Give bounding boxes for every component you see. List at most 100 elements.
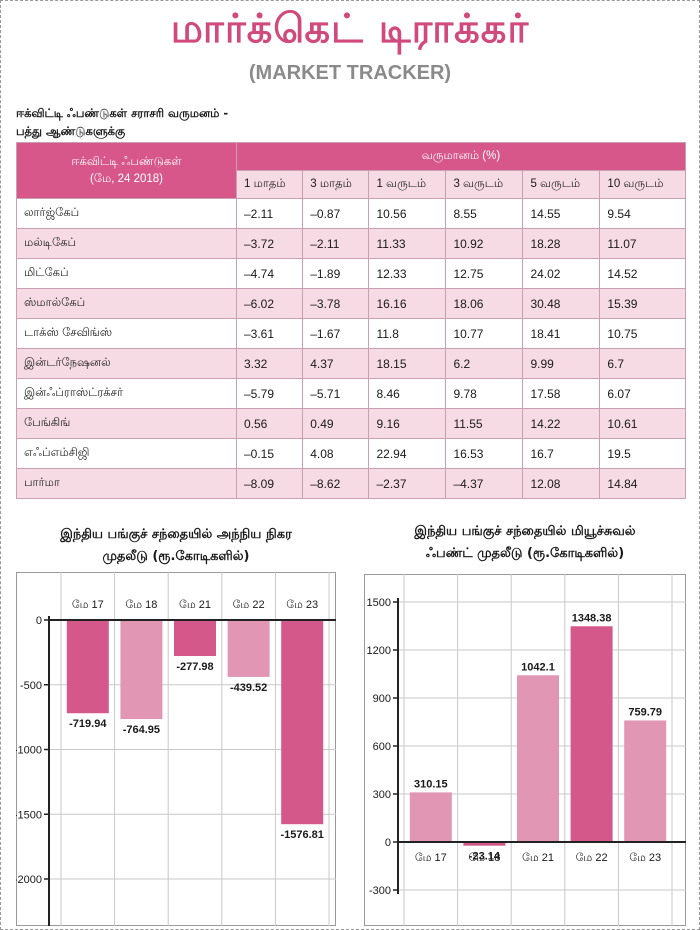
return-value-cell: –8.62: [302, 468, 370, 499]
category-label: மே 21: [179, 599, 211, 611]
return-value-cell: 6.07: [599, 378, 686, 409]
return-value-cell: 22.94: [368, 438, 447, 469]
y-tick-label: 0: [36, 615, 42, 627]
bar: [66, 620, 109, 714]
fund-name-cell: டாக்ஸ் சேவிங்ஸ்: [16, 318, 237, 349]
return-value-cell: 9.78: [445, 378, 524, 409]
return-value-cell: 12.08: [522, 468, 601, 499]
category-label: மே 17: [72, 599, 104, 611]
table-row: எஃப்எம்சிஜி –0.15 4.08 22.94 16.53 16.7 19.5: [16, 438, 686, 469]
return-value-cell: –3.72: [235, 228, 304, 259]
y-tick-label: 1500: [367, 597, 391, 609]
page-title: மார்க்கெட் டிராக்கர்: [170, 6, 530, 52]
bar: [120, 620, 163, 720]
y-tick-label: 300: [373, 789, 391, 801]
bar: [281, 620, 324, 825]
fund-name-cell: லார்ஜ்கேப்: [16, 198, 237, 229]
period-header: 3 மாதம்: [302, 170, 370, 199]
bar: [624, 720, 667, 842]
return-value-cell: 12.33: [368, 258, 447, 289]
y-tick-label: 600: [373, 741, 391, 753]
bar: [409, 792, 452, 842]
category-label: மே 23: [286, 599, 318, 611]
return-value-cell: 6.2: [445, 348, 524, 379]
category-label: மே 18: [468, 852, 500, 864]
return-value-cell: 4.37: [302, 348, 370, 379]
data-label: 1042.1: [521, 661, 555, 673]
category-label: மே 23: [629, 852, 661, 864]
return-value-cell: 9.54: [599, 198, 686, 229]
return-value-cell: 18.41: [522, 318, 601, 349]
return-value-cell: –8.09: [235, 468, 304, 499]
category-label: மே 17: [415, 852, 447, 864]
fund-name-cell: எஃப்எம்சிஜி: [16, 438, 237, 469]
return-value-cell: 9.99: [522, 348, 601, 379]
category-label: மே 22: [576, 852, 608, 864]
fund-name-cell: இன்டர்நேஷனல்: [16, 348, 237, 379]
return-value-cell: 11.07: [599, 228, 686, 259]
page-subtitle: (MARKET TRACKER): [248, 62, 452, 84]
table-caption-line1: ஈக்விட்டி ஃபண்டுகள் சராசரி வருமனம் -: [16, 106, 229, 120]
table-caption: ஈக்விட்டி ஃபண்டுகள் சராசரி வருமனம் - பத்…: [16, 104, 336, 140]
return-value-cell: 17.58: [522, 378, 601, 409]
fund-name-cell: மிட்கேப்: [16, 258, 237, 289]
return-value-cell: 6.7: [599, 348, 686, 379]
fii-chart-title: இந்திய பங்குச் சந்தையில் அந்நிய நிகர முத…: [16, 524, 336, 568]
return-value-cell: –1.89: [302, 258, 370, 289]
period-header: 1 மாதம்: [235, 170, 304, 199]
table-row: பார்மா –8.09 –8.62 –2.37 –4.37 12.08 14.84: [16, 468, 686, 499]
category-label: மே 22: [233, 599, 265, 611]
category-label: மே 18: [125, 599, 157, 611]
data-label: -1576.81: [280, 829, 323, 841]
table-row: மல்டிகேப் –3.72 –2.11 11.33 10.92 18.28 11.07: [16, 228, 686, 259]
return-value-cell: 4.08: [302, 438, 370, 469]
period-header-row: 1 மாதம் 3 மாதம் 1 வருடம் 3 வருடம் 5 வருடம் 10…: [17, 170, 686, 199]
y-tick-label: -500: [20, 680, 42, 692]
return-value-cell: 18.28: [522, 228, 601, 259]
return-value-cell: 11.55: [445, 408, 524, 439]
y-tick-label: -300: [369, 885, 391, 897]
data-label: -439.52: [230, 682, 267, 694]
return-value-cell: 12.75: [445, 258, 524, 289]
return-value-cell: 18.15: [368, 348, 447, 379]
table-row: மிட்கேப் –4.74 –1.89 12.33 12.75 24.02 14.52: [16, 258, 686, 289]
y-tick-label: -1500: [16, 809, 42, 821]
return-value-cell: 10.92: [445, 228, 524, 259]
fund-name-cell: ஸ்மால்கேப்: [16, 288, 237, 319]
return-value-cell: 10.75: [599, 318, 686, 349]
return-value-cell: –0.15: [235, 438, 304, 469]
return-value-cell: –2.11: [235, 198, 304, 229]
fund-name-cell: இன்ஃப்ராஸ்ட்ரக்சர்: [16, 378, 237, 409]
mf-chart-title: இந்திய பங்குச் சந்தையில் மியூச்சுவல் ஃபண…: [364, 521, 686, 565]
return-value-cell: 10.56: [368, 198, 447, 229]
returns-group-header: வருமானம் (%): [236, 142, 686, 171]
return-value-cell: 8.46: [368, 378, 447, 409]
return-value-cell: 14.84: [599, 468, 686, 499]
return-value-cell: 3.32: [235, 348, 304, 379]
y-tick-label: -1000: [16, 745, 42, 757]
returns-table: ஈக்விட்டி ஃபண்டுகள் (மே, 24 2018) வருமான…: [16, 142, 686, 499]
return-value-cell: –4.37: [445, 468, 524, 499]
return-value-cell: 11.8: [368, 318, 447, 349]
period-header: 1 வருடம்: [368, 170, 447, 199]
return-value-cell: 0.49: [302, 408, 370, 439]
return-value-cell: –2.11: [302, 228, 370, 259]
data-label: -23.14: [469, 851, 501, 863]
mf-chart-title-line1: இந்திய பங்குச் சந்தையில் மியூச்சுவல்: [414, 524, 636, 539]
return-value-cell: 30.48: [522, 288, 601, 319]
return-value-cell: 18.06: [445, 288, 524, 319]
return-value-cell: –4.74: [235, 258, 304, 289]
data-label: -719.94: [69, 718, 107, 730]
table-row: பேங்கிங் 0.56 0.49 9.16 11.55 14.22 10.61: [16, 408, 686, 439]
category-label: மே 21: [522, 852, 554, 864]
bar: [517, 675, 559, 842]
data-label: 310.15: [414, 778, 448, 790]
table-row: இன்டர்நேஷனல் 3.32 4.37 18.15 6.2 9.99 6.7: [16, 348, 686, 379]
bar: [570, 626, 613, 842]
return-value-cell: 19.5: [599, 438, 686, 469]
return-value-cell: –6.02: [235, 288, 304, 319]
fund-header-line2: (மே, 24 2018): [89, 172, 164, 185]
mf-bar-chart: 310.15 மே 17 -23.14மே 18 1042.1 மே 21 1348.38…: [364, 574, 686, 926]
fund-header-line1: ஈக்விட்டி ஃபண்டுகள்: [71, 155, 182, 168]
bar: [174, 620, 216, 656]
